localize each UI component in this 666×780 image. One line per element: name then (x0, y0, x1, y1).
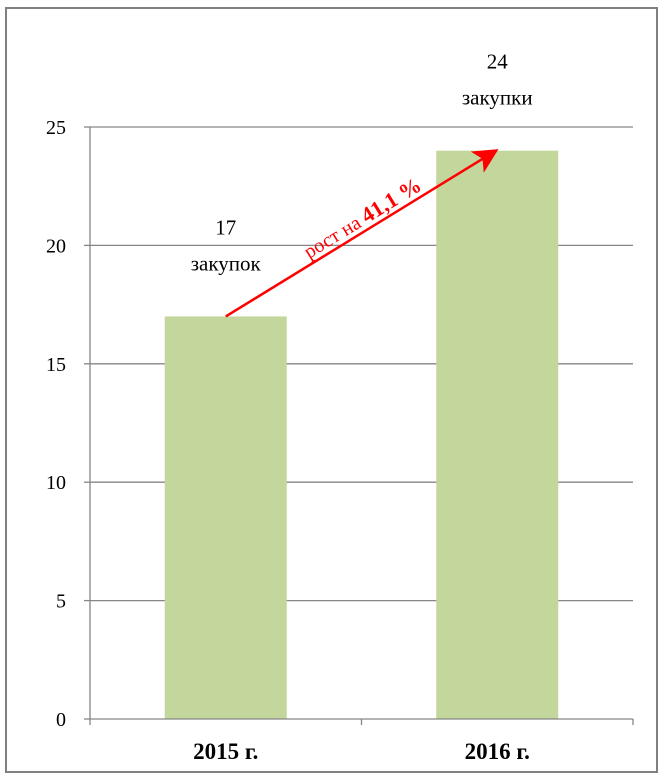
bar-1 (436, 150, 559, 719)
y-tick-label-0: 0 (56, 709, 66, 731)
y-tick-label-10: 10 (46, 472, 66, 494)
data-label-value-1: 24 (487, 50, 509, 74)
growth-annotation: рост на 41,1 % (299, 172, 426, 263)
data-label-unit-0: закупок (191, 251, 262, 275)
axes: 0 5 10 15 20 25 (46, 117, 634, 731)
y-tick-label-15: 15 (46, 354, 66, 376)
x-category-label-1: 2016 г. (465, 739, 530, 764)
bars (164, 150, 559, 719)
data-label-unit-1: закупки (462, 86, 533, 110)
y-tick-label-25: 25 (46, 117, 66, 139)
data-label-value-0: 17 (215, 215, 236, 239)
x-category-label-0: 2015 г. (193, 739, 258, 764)
growth-arrow (225, 149, 499, 318)
bar-0 (164, 316, 287, 719)
growth-annotation-prefix: рост на (300, 209, 369, 263)
y-tick-label-5: 5 (56, 591, 66, 613)
y-tick-label-20: 20 (46, 235, 66, 257)
